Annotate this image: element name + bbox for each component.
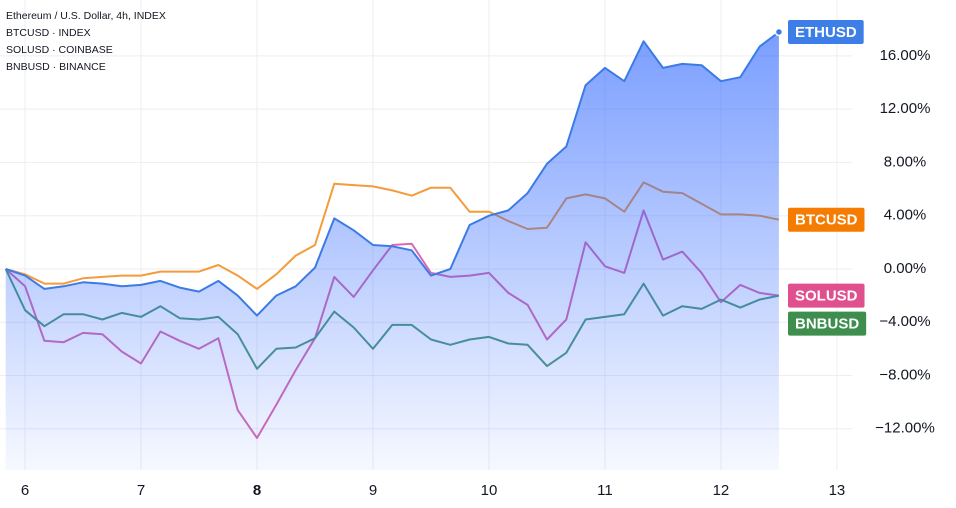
labels: Ethereum / U.S. Dollar, 4h, INDEX BTCUSD … [6,10,935,499]
header-line: BTCUSD · INDEX [6,27,91,39]
x-tick-label: 11 [597,482,613,499]
series-label-box [788,283,865,308]
x-tick-label: 8 [253,482,261,499]
end-point [774,27,784,37]
series-label: SOLUSD [788,283,865,308]
y-tick-label: −8.00% [879,366,930,383]
series-label-box [788,311,867,336]
series-label-box [788,207,865,232]
y-tick-label: 8.00% [884,153,927,170]
y-tick-label: −4.00% [879,313,930,330]
x-tick-label: 9 [369,482,377,499]
series-label-text: ETHUSD [795,24,857,41]
x-tick-label: 7 [137,482,145,499]
series-label-box [788,19,864,44]
header-line: Ethereum / U.S. Dollar, 4h, INDEX [6,10,166,22]
series-label: BTCUSD [788,207,865,232]
x-tick-label: 10 [481,482,498,499]
lines [4,27,784,470]
y-tick-label: −12.00% [875,420,935,437]
x-tick-label: 12 [713,482,730,499]
series-label-text: SOLUSD [795,288,858,305]
y-tick-label: 16.00% [880,47,931,64]
header-line: BNBUSD · BINANCE [6,61,106,73]
series-label: ETHUSD [788,19,864,44]
x-tick-label: 13 [829,482,846,499]
series-line [5,31,780,317]
y-tick-label: 12.00% [880,100,931,117]
area [5,32,779,470]
header-line: SOLUSD · COINBASE [6,44,113,56]
y-tick-label: 0.00% [884,260,927,277]
x-tick-label: 6 [21,482,29,499]
series-label-text: BNBUSD [795,316,859,333]
series-label: BNBUSD [788,311,867,336]
series-label-text: BTCUSD [795,212,858,229]
y-tick-label: 4.00% [884,207,927,224]
